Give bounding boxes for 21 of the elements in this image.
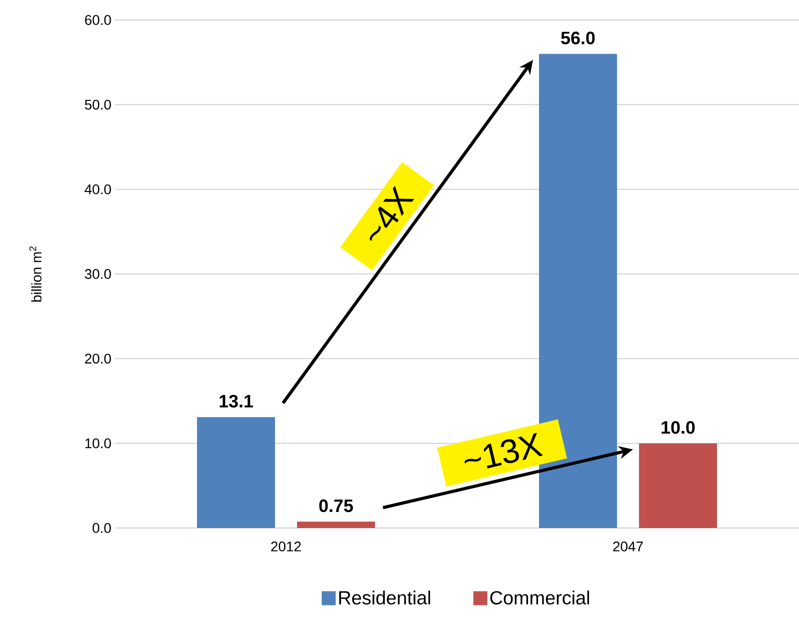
bar <box>197 417 275 528</box>
y-tick-label: 50.0 <box>84 100 111 110</box>
legend-label: Commercial <box>490 590 590 605</box>
y-tick-label: 0.0 <box>92 523 111 533</box>
x-tick-label: 2047 <box>613 542 643 552</box>
y-tick-label: 30.0 <box>84 269 111 279</box>
y-tick-label: 40.0 <box>84 184 111 194</box>
bar <box>297 522 376 528</box>
x-tick-label: 2012 <box>271 542 301 552</box>
data-label: 0.75 <box>319 499 353 512</box>
y-tick-label: 60.0 <box>85 15 111 25</box>
y-tick-label: 20.0 <box>85 354 111 364</box>
data-label: 13.1 <box>220 394 253 408</box>
data-label: 10.0 <box>662 421 695 434</box>
bar <box>639 443 718 528</box>
annotation: ~4X <box>370 186 414 241</box>
data-label: 56.0 <box>561 32 595 44</box>
legend-label: Residential <box>339 590 430 605</box>
y-axis-title: billion m$^{2}$ <box>29 246 42 302</box>
annotation: ~13X <box>464 432 543 468</box>
y-tick-label: 10.0 <box>85 438 111 448</box>
